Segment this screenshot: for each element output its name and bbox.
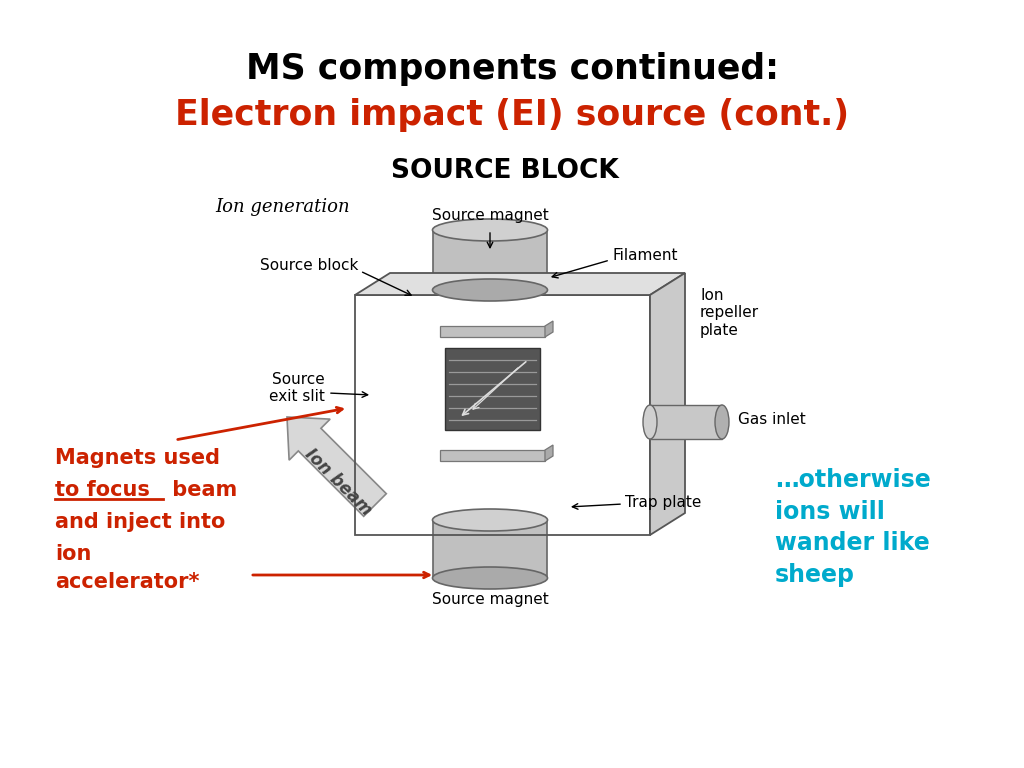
Polygon shape [440,450,545,461]
Text: Source magnet: Source magnet [432,208,549,223]
Polygon shape [433,230,547,290]
Ellipse shape [432,509,548,531]
Text: beam: beam [165,480,238,500]
Polygon shape [545,321,553,337]
Text: and inject into: and inject into [55,512,225,532]
Polygon shape [355,273,685,295]
Ellipse shape [432,279,548,301]
FancyArrow shape [287,417,386,516]
Text: Electron impact (EI) source (cont.): Electron impact (EI) source (cont.) [175,98,849,132]
Text: Source block: Source block [260,257,358,273]
Polygon shape [440,326,545,337]
Polygon shape [545,445,553,461]
Text: Ion beam: Ion beam [301,445,375,519]
Text: ion: ion [55,544,91,564]
Text: …otherwise
ions will
wander like
sheep: …otherwise ions will wander like sheep [775,468,931,587]
Text: Magnets used: Magnets used [55,448,220,468]
Ellipse shape [715,405,729,439]
Text: Trap plate: Trap plate [625,495,701,509]
Text: Ion generation: Ion generation [215,198,349,216]
Text: Source magnet: Source magnet [432,592,549,607]
Ellipse shape [643,405,657,439]
Text: accelerator*: accelerator* [55,572,200,592]
Text: to focus: to focus [55,480,150,500]
Polygon shape [433,520,547,578]
Text: Ion
repeller
plate: Ion repeller plate [700,288,759,338]
Text: Gas inlet: Gas inlet [738,412,806,428]
Polygon shape [650,273,685,535]
Ellipse shape [432,219,548,241]
Text: Source
exit slit: Source exit slit [269,372,325,404]
Text: Filament: Filament [612,247,678,263]
Polygon shape [650,405,722,439]
Text: SOURCE BLOCK: SOURCE BLOCK [391,158,618,184]
Polygon shape [445,348,540,430]
Ellipse shape [432,567,548,589]
Text: MS components continued:: MS components continued: [246,52,778,86]
